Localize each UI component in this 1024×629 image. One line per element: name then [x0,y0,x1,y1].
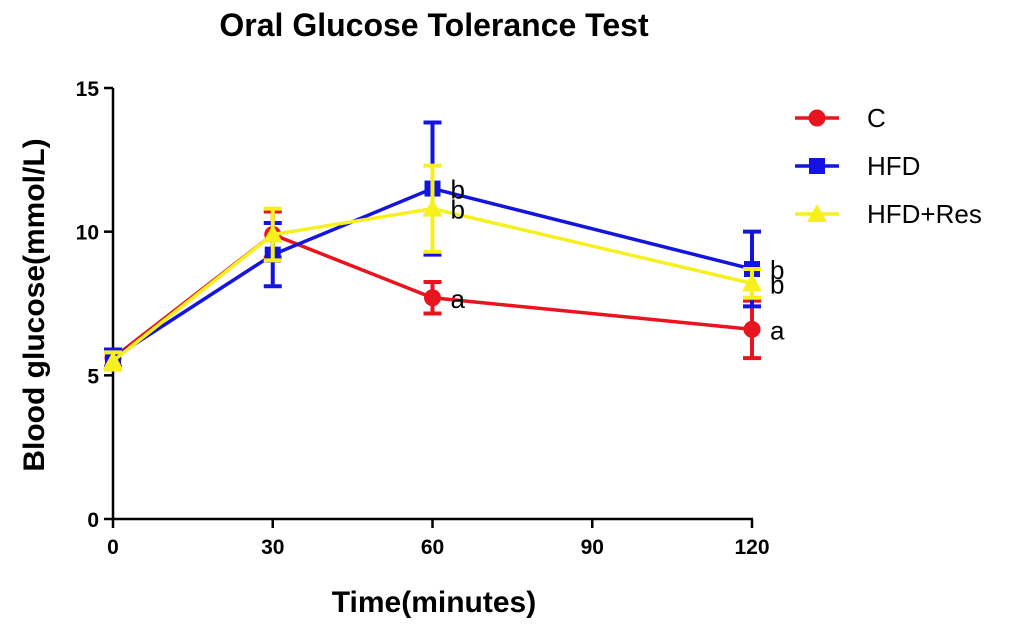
legend-marker [808,109,826,127]
significance-label: b [451,175,465,205]
legend-label: C [867,103,886,133]
legend-label: HFD+Res [867,199,982,229]
data-point [422,198,443,217]
data-point [424,289,441,307]
legend-item: HFD+Res [795,199,982,229]
y-tick-label: 10 [76,222,99,245]
legend-marker [809,158,825,174]
data-point [262,224,283,243]
axes: 0 5 10 15 0 30 60 90 120 [76,78,770,559]
series-line [111,206,753,363]
x-tick-label: 120 [734,536,769,559]
y-axis-label: Blood glucose(mmol/L) [18,138,51,471]
significance-label: b [451,195,465,225]
significance-label: b [770,269,784,299]
x-tick-label: 30 [261,536,284,559]
data-point [103,350,123,369]
series-hfd-res: bb [103,163,784,372]
y-tick-label: 5 [87,365,99,388]
legend: C HFD HFD+Res [795,103,982,229]
significance-label: a [451,284,466,314]
x-tick-label: 60 [421,536,444,559]
data-point [743,320,761,338]
x-tick-label: 90 [581,536,604,559]
y-tick-label: 15 [76,78,100,101]
series-hfd: bb [104,120,784,369]
data-point [742,273,762,292]
chart-title: Oral Glucose Tolerance Test [219,7,649,43]
x-axis-label: Time(minutes) [332,586,536,619]
y-tick-label: 0 [87,509,99,532]
legend-item: C [795,103,886,133]
significance-label: b [770,255,784,285]
significance-label: a [770,315,785,345]
x-tick-label: 0 [107,536,119,559]
legend-marker [807,204,827,222]
legend-item: HFD [795,151,920,181]
legend-label: HFD [867,151,920,181]
